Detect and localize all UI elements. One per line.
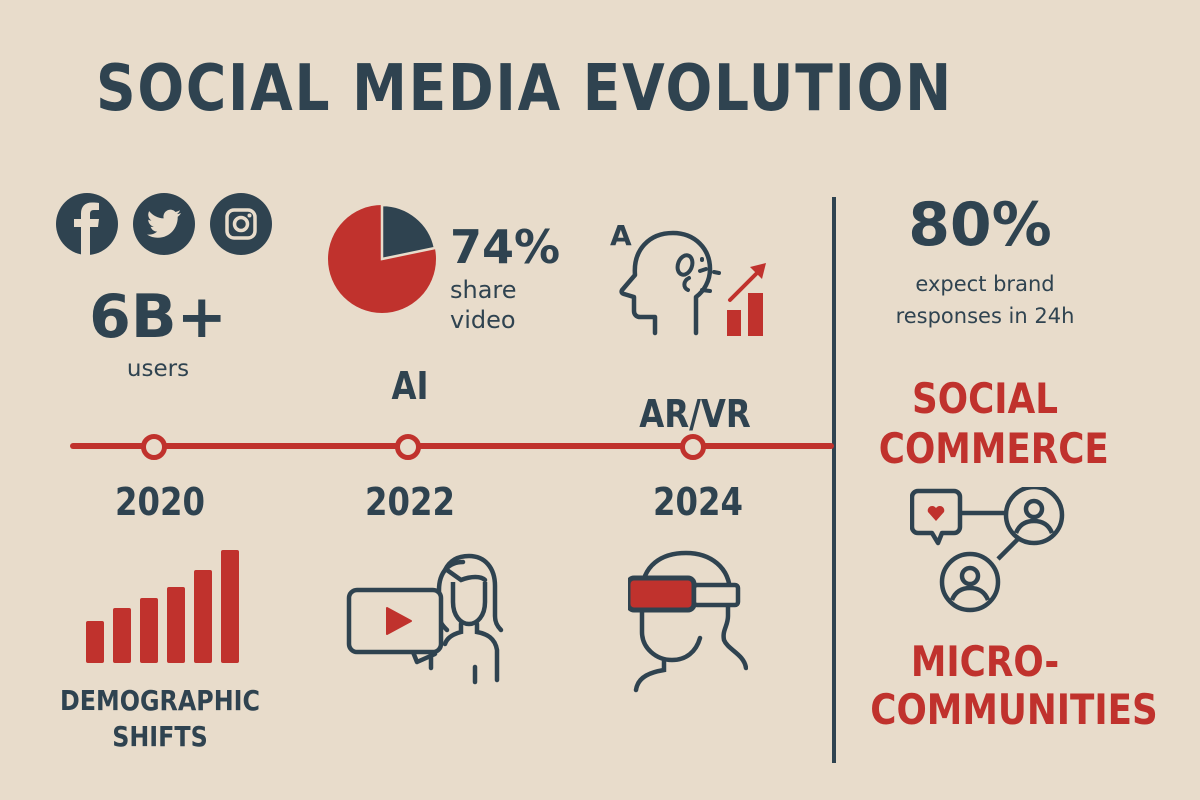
year-2022: 2022 bbox=[365, 480, 455, 524]
timeline-node-2022 bbox=[395, 434, 421, 460]
instagram-icon bbox=[210, 193, 272, 255]
video-creator-icon bbox=[345, 542, 525, 692]
video-stat-label: share video bbox=[450, 276, 517, 334]
users-stat-value: 6B+ bbox=[89, 282, 227, 352]
facebook-icon bbox=[56, 193, 118, 255]
social-commerce-label: SOCIAL COMMERCE bbox=[878, 374, 1109, 473]
svg-text:A: A bbox=[610, 219, 632, 252]
users-stat-label: users bbox=[126, 356, 190, 382]
milestone-label-arvr: AR/VR bbox=[639, 392, 751, 436]
timeline-node-2024 bbox=[680, 434, 706, 460]
timeline-line bbox=[70, 443, 834, 449]
demographic-shifts-label: DEMOGRAPHIC SHIFTS bbox=[60, 684, 260, 753]
page-title: SOCIAL MEDIA EVOLUTION bbox=[96, 52, 953, 126]
milestone-label-ai: AI bbox=[391, 364, 429, 408]
timeline-node-2020 bbox=[141, 434, 167, 460]
video-stat-value: 74% bbox=[450, 220, 561, 274]
twitter-icon bbox=[133, 193, 195, 255]
community-network-icon bbox=[910, 487, 1070, 622]
section-divider bbox=[832, 197, 836, 763]
demographic-bar-chart bbox=[84, 550, 244, 665]
video-share-pie-chart bbox=[327, 204, 437, 314]
response-stat-label: expect brand responses in 24h bbox=[895, 272, 1075, 328]
ai-head-growth-icon: A bbox=[610, 205, 780, 345]
micro-communities-label: MICRO- COMMUNITIES bbox=[870, 637, 1158, 734]
response-stat-value: 80% bbox=[908, 190, 1052, 260]
year-2024: 2024 bbox=[653, 480, 743, 524]
year-2020: 2020 bbox=[115, 480, 205, 524]
vr-headset-icon bbox=[628, 548, 748, 693]
